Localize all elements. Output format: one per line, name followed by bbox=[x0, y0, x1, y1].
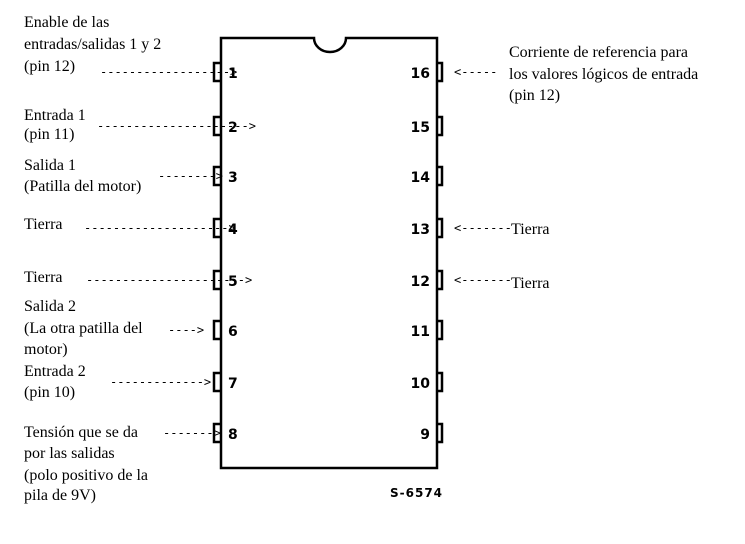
pin-number: 14 bbox=[411, 170, 431, 186]
pin-bracket bbox=[212, 165, 221, 187]
pin-arrow: ----> bbox=[168, 323, 204, 337]
pin-bracket bbox=[212, 61, 221, 83]
right-pin-13: 13 <------- Tierra bbox=[411, 217, 550, 239]
pin-label-line: (pin 11) bbox=[24, 126, 75, 143]
pin-bracket bbox=[212, 422, 221, 444]
pin-bracket bbox=[437, 422, 444, 444]
pin-number: 8 bbox=[228, 427, 238, 443]
left-pin-7: 7 Entrada 2 (pin 10) -------------> bbox=[24, 363, 238, 401]
pin-bracket bbox=[212, 319, 221, 341]
left-pin-3: 3 Salida 1 (Patilla del motor) --------> bbox=[24, 157, 238, 195]
pin-bracket bbox=[212, 217, 221, 239]
chip-code: S-6574 bbox=[390, 486, 443, 500]
pin-label-line: Enable de las bbox=[24, 14, 109, 31]
right-pin-16: 16 <----- Corriente de referencia para los … bbox=[411, 44, 699, 104]
pin-arrow: <------- bbox=[454, 221, 512, 235]
right-pin-group: 16 <----- Corriente de referencia para los … bbox=[411, 44, 699, 444]
pin-bracket bbox=[437, 269, 444, 291]
pin-label-line: (pin 10) bbox=[24, 384, 75, 401]
pin-label-line: Tierra bbox=[24, 216, 63, 233]
pin-bracket bbox=[437, 217, 444, 239]
pin-label-line: Tensión que se da bbox=[24, 424, 138, 441]
pin-number: 16 bbox=[411, 66, 430, 82]
pin-bracket bbox=[212, 115, 221, 137]
pin-number: 7 bbox=[228, 376, 238, 392]
pin-arrow: <----- bbox=[454, 65, 497, 79]
pin-label-line: (polo positivo de la bbox=[24, 467, 148, 484]
pin-number: 10 bbox=[411, 376, 431, 392]
pin-label-line: Salida 2 bbox=[24, 298, 76, 315]
pin-bracket bbox=[437, 319, 444, 341]
ic-body bbox=[219, 36, 439, 470]
left-pin-2: 2 Entrada 1 (pin 11) ---------------------> bbox=[24, 107, 256, 143]
pin-bracket bbox=[437, 165, 444, 187]
pin-arrow: -------> bbox=[163, 426, 221, 440]
pin-number: 9 bbox=[420, 427, 430, 443]
pin-number: 1 bbox=[228, 66, 238, 82]
left-pin-5: 5 Tierra ----------------------> bbox=[24, 269, 252, 291]
pin-arrow: ----------------------> bbox=[86, 273, 252, 287]
pin-number: 2 bbox=[228, 120, 238, 136]
pin-label-line: pila de 9V) bbox=[24, 487, 96, 504]
pin-number: 15 bbox=[411, 120, 430, 136]
right-pin-12: 12 <------- Tierra bbox=[411, 269, 550, 292]
left-pin-4: 4 Tierra --------------------> bbox=[24, 216, 238, 239]
left-pin-6: 6 Salida 2 (La otra patilla del motor) ----> bbox=[24, 298, 238, 358]
pin-label-line: los valores lógicos de entrada bbox=[509, 66, 698, 83]
pin-number: 6 bbox=[228, 324, 238, 340]
pin-bracket bbox=[212, 269, 221, 291]
pin-label-line: motor) bbox=[24, 341, 68, 358]
pin-arrow: --------------------> bbox=[84, 221, 236, 235]
left-pin-1: 1 Enable de las entradas/salidas 1 y 2 (pin… bbox=[24, 14, 238, 83]
pin-number: 5 bbox=[228, 274, 238, 290]
right-pin-10: 10 bbox=[411, 371, 444, 393]
pin-label-line: Salida 1 bbox=[24, 157, 76, 174]
right-pin-11: 11 bbox=[411, 319, 444, 341]
pin-bracket bbox=[212, 371, 221, 393]
pin-number: 3 bbox=[228, 170, 238, 186]
pin-number: 12 bbox=[411, 274, 430, 290]
pin-label-line: entradas/salidas 1 y 2 bbox=[24, 36, 161, 53]
right-pin-9: 9 bbox=[420, 422, 444, 444]
pin-label-line: por las salidas bbox=[24, 445, 115, 462]
pin-bracket bbox=[437, 61, 444, 83]
pin-label-line: Tierra bbox=[24, 269, 63, 286]
pin-label-line: Corriente de referencia para bbox=[509, 44, 688, 61]
right-pin-15: 15 bbox=[411, 115, 444, 137]
left-pin-group: 1 Enable de las entradas/salidas 1 y 2 (pin… bbox=[24, 14, 256, 504]
pin-bracket bbox=[437, 115, 444, 137]
pin-arrow: -------------> bbox=[110, 375, 211, 389]
right-pin-14: 14 bbox=[411, 165, 444, 187]
pin-number: 4 bbox=[228, 222, 238, 238]
pin-label-line: Tierra bbox=[511, 275, 550, 292]
left-pin-8: 8 Tensión que se da por las salidas (polo p… bbox=[24, 422, 238, 504]
pin-arrow: <------- bbox=[454, 273, 512, 287]
pin-label-line: (Patilla del motor) bbox=[24, 178, 141, 195]
pin-bracket bbox=[437, 371, 444, 393]
pin-label-line: Tierra bbox=[511, 221, 550, 238]
pin-number: 11 bbox=[411, 324, 430, 340]
pin-label-line: (pin 12) bbox=[24, 58, 75, 75]
pin-number: 13 bbox=[411, 222, 430, 238]
pin-label-line: (pin 12) bbox=[509, 87, 560, 104]
pin-label-line: Entrada 2 bbox=[24, 363, 86, 380]
pin-arrow: ---------------------> bbox=[97, 119, 256, 133]
pin-label-line: (La otra patilla del bbox=[24, 320, 143, 337]
pin-arrow: ------------------> bbox=[100, 65, 237, 79]
pin-arrow: --------> bbox=[158, 169, 223, 183]
pin-label-line: Entrada 1 bbox=[24, 107, 86, 124]
